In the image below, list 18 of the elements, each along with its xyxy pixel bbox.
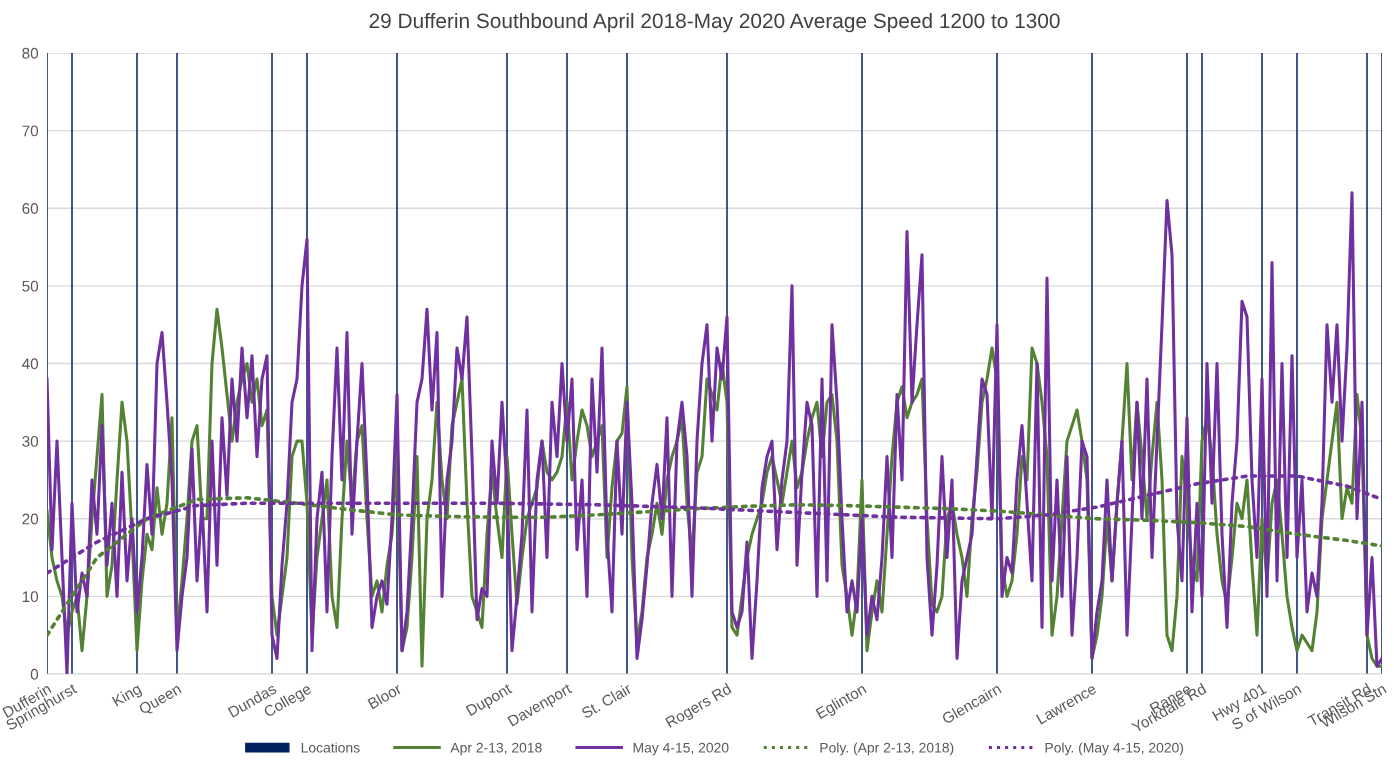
legend-label: Apr 2-13, 2018 xyxy=(450,742,542,756)
y-tick-label: 10 xyxy=(22,591,39,603)
legend-label: Poly. (Apr 2-13, 2018) xyxy=(820,742,954,756)
y-tick-label: 60 xyxy=(22,203,39,214)
legend-label: Poly. (May 4-15, 2020) xyxy=(1045,742,1184,756)
y-tick-label: 70 xyxy=(22,125,39,137)
legend-label: May 4-15, 2020 xyxy=(633,742,729,756)
legend-label: Locations xyxy=(301,742,360,753)
chart-title: 29 Dufferin Southbound April 2018-May 2020 Average Speed 1200 to 1300 xyxy=(369,12,1060,33)
y-tick-label: 0 xyxy=(30,668,39,680)
y-tick-label: 30 xyxy=(22,435,39,447)
y-tick-label: 50 xyxy=(22,280,39,292)
y-tick-label: 20 xyxy=(22,513,39,525)
y-tick-label: 40 xyxy=(22,358,39,370)
line-series xyxy=(47,191,1382,674)
x-tick-label: St. Clair xyxy=(580,682,633,719)
y-tick-label: 80 xyxy=(22,47,39,59)
x-tick-label: Bloor xyxy=(367,682,403,710)
